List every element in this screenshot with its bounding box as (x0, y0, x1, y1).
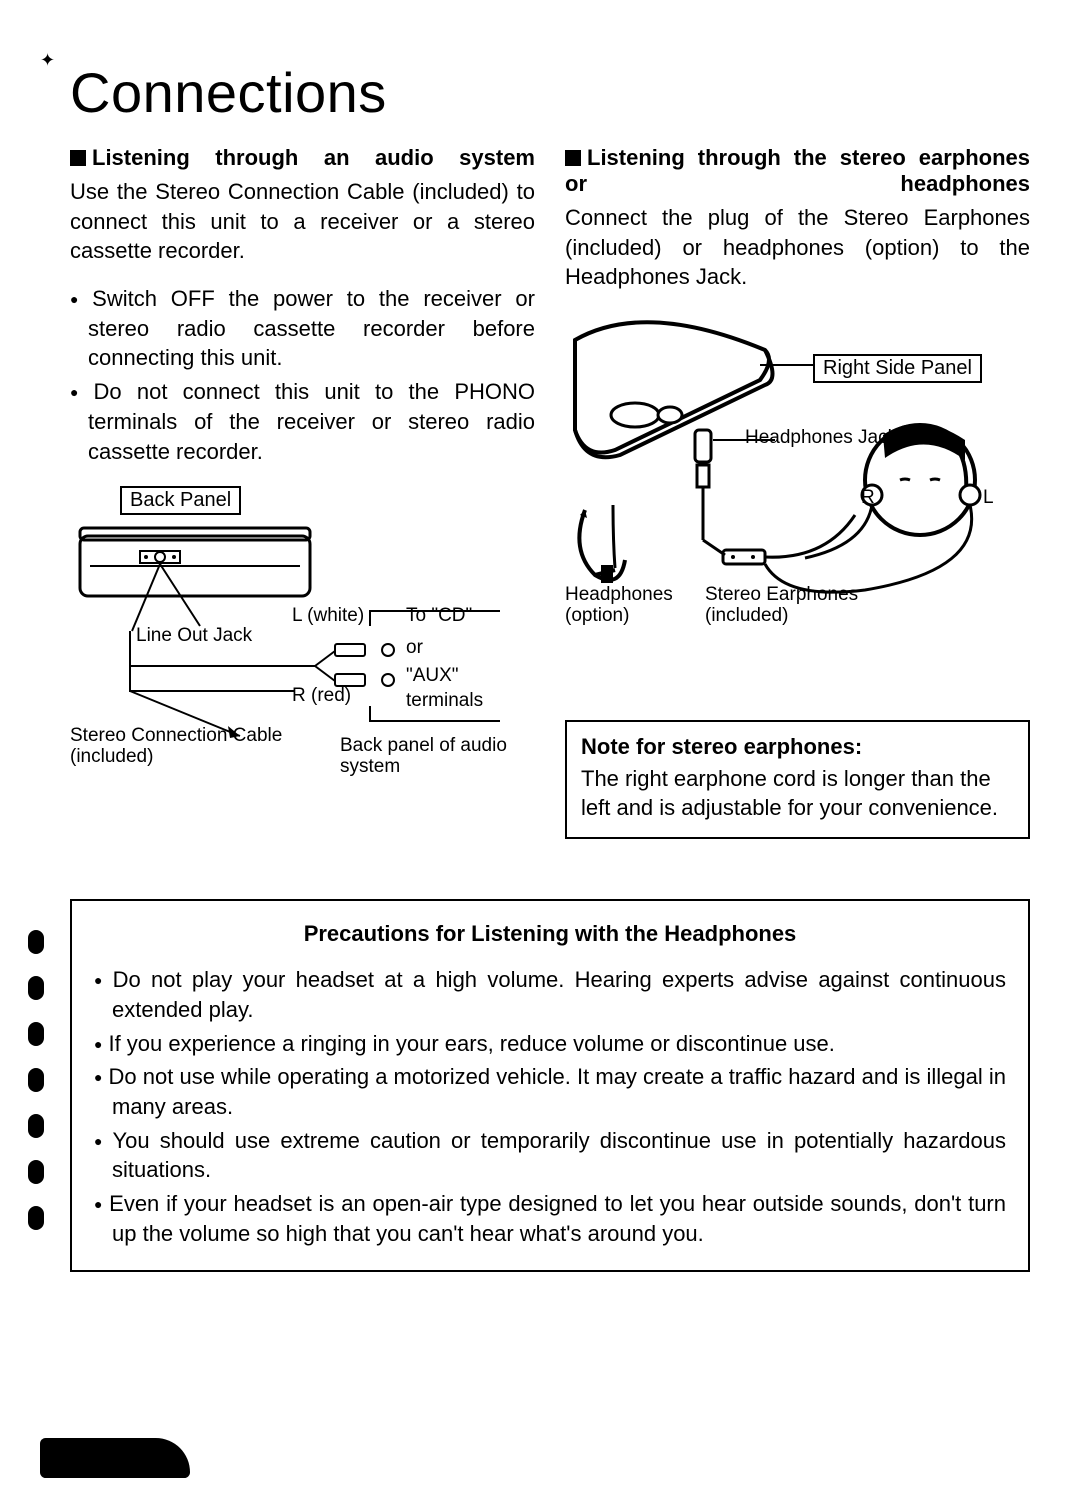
scan-artifact: ✦ (40, 50, 55, 71)
list-item: Do not use while operating a motorized v… (94, 1062, 1006, 1121)
headphones-diagram: Right Side Panel Headphones Jack R L Hea… (565, 310, 1025, 680)
list-item: You should use extreme caution or tempor… (94, 1126, 1006, 1185)
note-body: The right earphone cord is longer than t… (581, 764, 1014, 823)
earphones-included-label: Stereo Earphones (included) (705, 585, 875, 627)
l-label: L (983, 488, 994, 509)
right-column: Listening through the stereo earphones o… (565, 145, 1030, 839)
list-item: Switch OFF the power to the receiver or … (70, 284, 535, 373)
page-title: Connections (70, 60, 1030, 125)
precautions-box: Precautions for Listening with the Headp… (70, 899, 1030, 1272)
line-out-jack-label: Line Out Jack (136, 626, 252, 647)
r-red-label: R (red) (292, 686, 351, 707)
left-bullet-list: Switch OFF the power to the receiver or … (70, 284, 535, 466)
to-cd-label: To "CD" (406, 606, 472, 627)
left-heading-text: Listening through an audio system (92, 145, 535, 170)
audio-back-label: Back panel of audio system (340, 736, 520, 778)
back-panel-diagram: Back Panel (70, 486, 500, 826)
right-heading-text: Listening through the stereo earphones o… (565, 145, 1030, 196)
left-heading: Listening through an audio system (70, 145, 535, 171)
list-item: Do not connect this unit to the PHONO te… (70, 377, 535, 466)
right-intro: Connect the plug of the Stereo Earphones… (565, 203, 1030, 292)
precautions-title: Precautions for Listening with the Headp… (94, 921, 1006, 947)
left-column: Listening through an audio system Use th… (70, 145, 535, 839)
stereo-cable-label: Stereo Connection Cable (included) (70, 726, 300, 768)
r-label: R (861, 488, 875, 509)
right-side-panel-label: Right Side Panel (813, 354, 982, 383)
left-intro: Use the Stereo Connection Cable (include… (70, 177, 535, 266)
precautions-list: Do not play your headset at a high volum… (94, 965, 1006, 1248)
list-item: Even if your headset is an open-air type… (94, 1189, 1006, 1248)
l-white-label: L (white) (292, 606, 364, 627)
stereo-earphones-note: Note for stereo earphones: The right ear… (565, 720, 1030, 839)
square-bullet-icon (565, 150, 581, 166)
right-heading: Listening through the stereo earphones o… (565, 145, 1030, 197)
square-bullet-icon (70, 150, 86, 166)
back-panel-label: Back Panel (120, 486, 241, 515)
list-item: If you experience a ringing in your ears… (94, 1029, 1006, 1059)
binding-artifact (28, 930, 58, 1310)
headphones-option-label: Headphones (option) (565, 585, 695, 627)
aux-label: "AUX" (406, 666, 459, 687)
two-column-layout: Listening through an audio system Use th… (70, 145, 1030, 839)
terminals-label: terminals (406, 691, 483, 712)
list-item: Do not play your headset at a high volum… (94, 965, 1006, 1024)
note-title: Note for stereo earphones: (581, 732, 1014, 762)
or-label: or (406, 638, 423, 659)
scan-smudge (40, 1438, 190, 1478)
headphones-jack-label: Headphones Jack (745, 428, 897, 449)
